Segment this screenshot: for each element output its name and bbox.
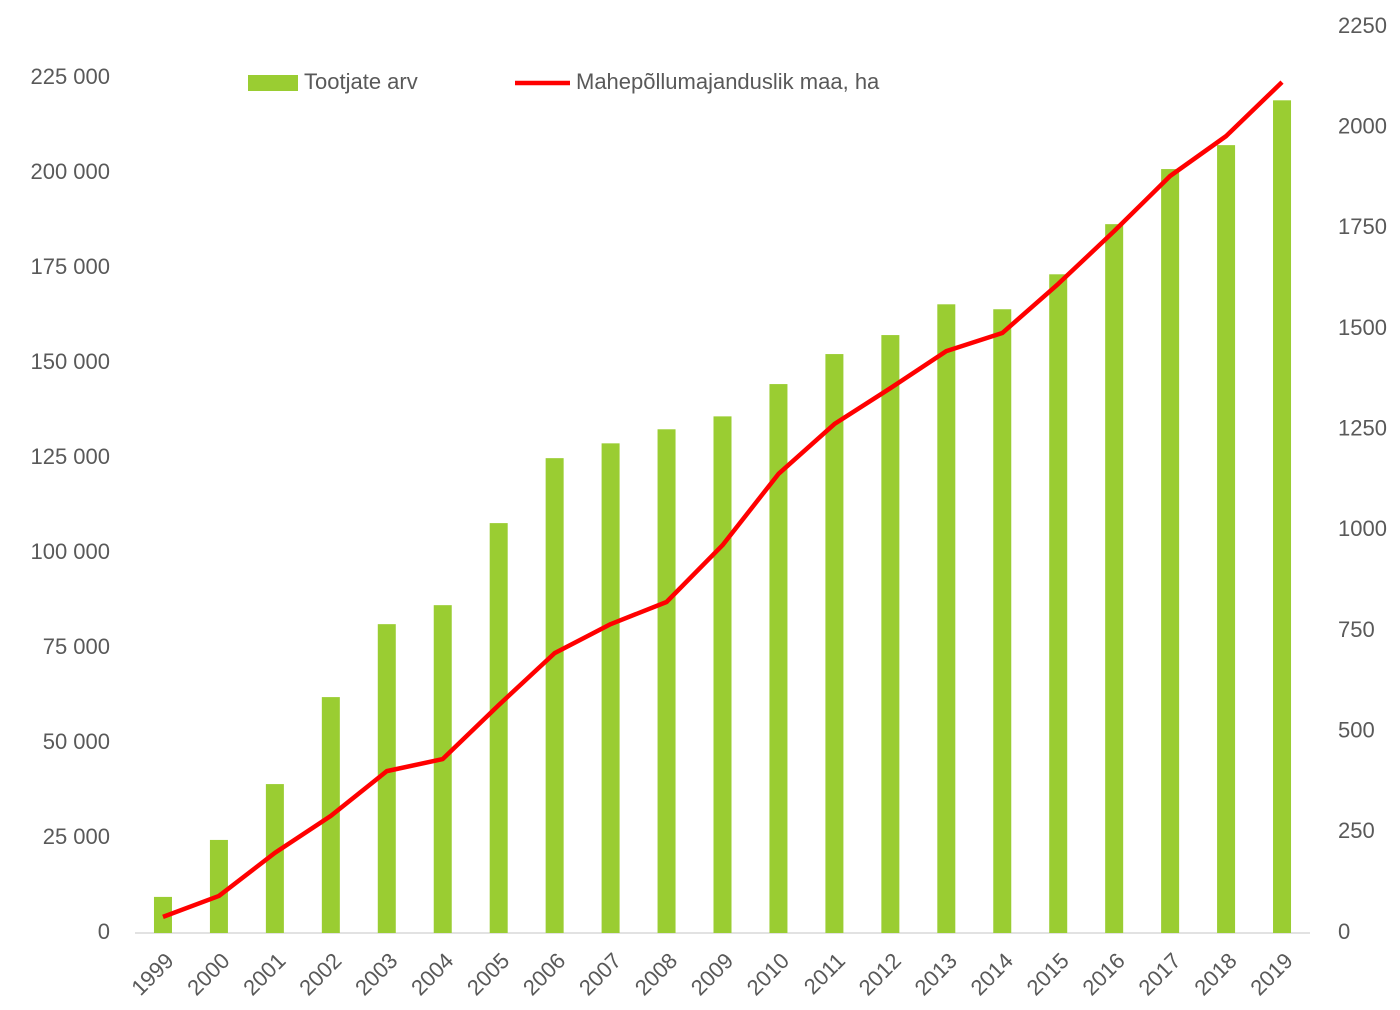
y-tick-label: 200 000 xyxy=(30,159,110,184)
x-tick-label: 2015 xyxy=(1022,948,1074,1000)
x-tick-label: 2004 xyxy=(406,948,458,1000)
legend-swatch xyxy=(248,75,298,91)
x-tick-label: 2019 xyxy=(1245,948,1297,1000)
bar xyxy=(1105,224,1124,933)
bar xyxy=(1161,169,1180,934)
x-tick-label: 2012 xyxy=(854,948,906,1000)
y-tick-label: 0 xyxy=(98,919,110,944)
y2-tick-label: 1750 xyxy=(1338,214,1387,239)
bar xyxy=(545,458,564,933)
y-tick-label: 175 000 xyxy=(30,254,110,279)
legend-label: Tootjate arv xyxy=(304,69,418,94)
x-tick-label: 2006 xyxy=(518,948,570,1000)
y2-tick-label: 2000 xyxy=(1338,113,1387,138)
x-tick-label: 2017 xyxy=(1133,948,1185,1000)
y-tick-label: 150 000 xyxy=(30,349,110,374)
y2-tick-label: 1500 xyxy=(1338,315,1387,340)
bar xyxy=(769,384,788,933)
bar xyxy=(265,784,284,933)
bar xyxy=(937,304,956,933)
x-tick-label: 2014 xyxy=(966,948,1018,1000)
legend-label: Mahepõllumajanduslik maa, ha xyxy=(576,69,880,94)
bar xyxy=(993,309,1012,933)
bar xyxy=(433,605,452,933)
x-tick-label: 2007 xyxy=(574,948,626,1000)
x-tick-label: 2009 xyxy=(686,948,738,1000)
bar xyxy=(489,523,508,933)
x-tick-label: 2010 xyxy=(742,948,794,1000)
y2-tick-label: 750 xyxy=(1338,617,1375,642)
x-tick-label: 2002 xyxy=(294,948,346,1000)
y2-tick-label: 500 xyxy=(1338,717,1375,742)
bar xyxy=(601,443,620,933)
bar xyxy=(1273,100,1292,933)
x-tick-label: 2013 xyxy=(910,948,962,1000)
y-tick-label: 125 000 xyxy=(30,444,110,469)
bar xyxy=(209,839,228,933)
x-tick-label: 2000 xyxy=(182,948,234,1000)
y-tick-label: 50 000 xyxy=(43,729,110,754)
y2-tick-label: 0 xyxy=(1338,919,1350,944)
y-tick-label: 225 000 xyxy=(30,64,110,89)
y2-tick-label: 250 xyxy=(1338,818,1375,843)
bar xyxy=(713,416,732,933)
bar xyxy=(1217,145,1236,934)
x-tick-label: 2003 xyxy=(350,948,402,1000)
y2-tick-label: 1000 xyxy=(1338,516,1387,541)
x-tick-label: 1999 xyxy=(126,948,178,1000)
bar xyxy=(825,354,844,934)
x-tick-label: 2016 xyxy=(1078,948,1130,1000)
bar xyxy=(881,335,900,933)
x-tick-label: 2011 xyxy=(799,948,850,999)
y2-tick-label: 1250 xyxy=(1338,415,1387,440)
y-tick-label: 100 000 xyxy=(30,539,110,564)
y-tick-label: 75 000 xyxy=(43,634,110,659)
x-tick-label: 2018 xyxy=(1189,948,1241,1000)
bar xyxy=(377,624,396,933)
bar xyxy=(657,429,676,933)
x-tick-label: 2008 xyxy=(630,948,682,1000)
x-tick-label: 2005 xyxy=(462,948,514,1000)
y-tick-label: 25 000 xyxy=(43,824,110,849)
y2-tick-label: 2250 xyxy=(1338,13,1387,38)
line xyxy=(162,80,1284,920)
x-tick-label: 2001 xyxy=(238,948,290,1000)
bar xyxy=(1049,274,1068,934)
